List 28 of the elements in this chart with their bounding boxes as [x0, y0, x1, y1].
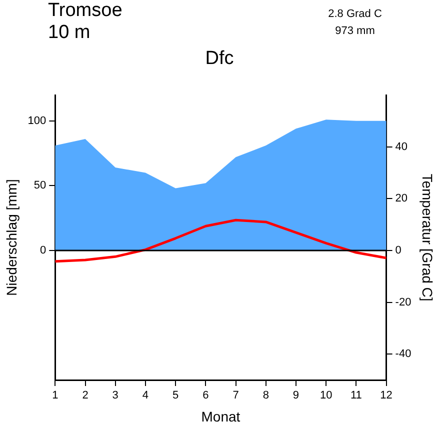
y2-tick-label: 40 — [395, 140, 408, 153]
x-tick-label: 4 — [142, 390, 149, 402]
text: 10 m — [48, 22, 90, 44]
x-tick-label: 9 — [292, 390, 300, 402]
y2-tick-label: 20 — [395, 192, 408, 205]
x-tick-label: 6 — [202, 390, 209, 402]
y2-tick-label: 0 — [395, 244, 402, 256]
x-tick-label: 1 — [52, 390, 58, 402]
x-tick-label: 7 — [232, 390, 239, 402]
x-tick-label: 2 — [82, 390, 88, 402]
y-tick-label: 50 — [34, 180, 46, 192]
x-tick-label: 8 — [262, 390, 269, 402]
x-tick-label: 3 — [112, 390, 118, 402]
y2-tick-label: -20 — [395, 296, 412, 308]
x-axis-title: Monat — [201, 408, 240, 424]
x-tick-label: 5 — [172, 390, 179, 402]
y2-tick-label: -40 — [395, 348, 412, 360]
y-tick-label: 100 — [28, 114, 46, 127]
x-tick-label: 12 — [380, 390, 392, 402]
x-tick-label: 10 — [320, 390, 332, 402]
y-axis-title: Niederschlag [mm] — [3, 179, 20, 296]
text: 2.8 Grad C — [327, 8, 383, 20]
y-tick-label: 0 — [40, 244, 46, 256]
x-tick-label: 11 — [350, 390, 362, 402]
chart-title: Dfc — [204, 48, 235, 70]
text: 973 mm — [334, 25, 376, 37]
text: Tromsoe — [48, 0, 122, 22]
y2-axis-title: Temperatur [Grad C] — [420, 174, 436, 302]
